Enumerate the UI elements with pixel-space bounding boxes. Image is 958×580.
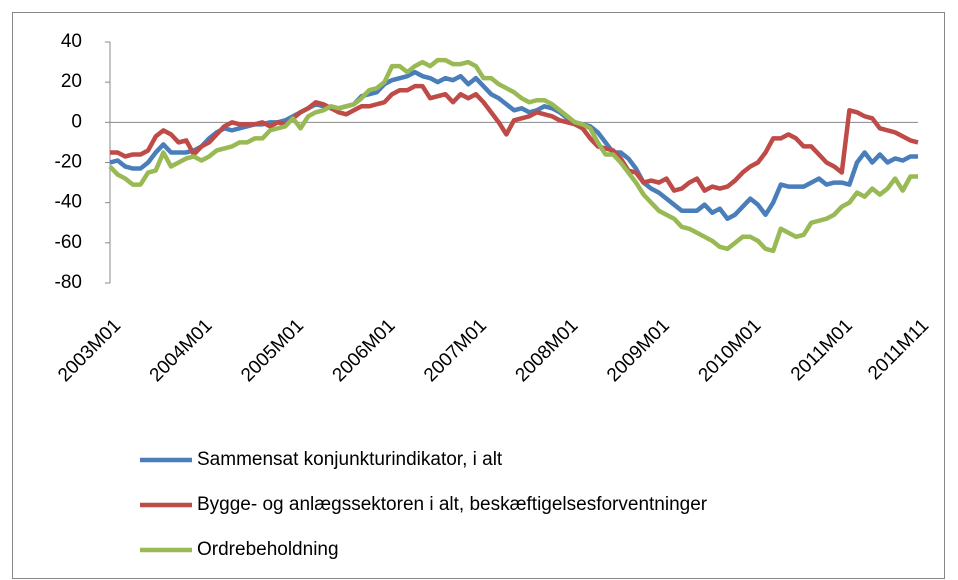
y-tick-label: -40	[55, 192, 82, 213]
series-line	[109, 69, 918, 221]
chart-frame	[12, 12, 945, 579]
y-tick-label: -60	[55, 232, 82, 253]
legend-label: Bygge- og anlægssektoren i alt, beskæfti…	[197, 494, 708, 515]
legend-label: Sammensat konjunkturindikator, i alt	[197, 449, 503, 470]
series-line	[108, 57, 918, 254]
y-tick-label: 20	[61, 71, 82, 92]
y-tick-label: 40	[61, 31, 82, 52]
series-line	[110, 83, 919, 193]
y-tick-label: 0	[71, 111, 82, 132]
y-tick-label: -80	[55, 272, 82, 293]
legend-label: Ordrebeholdning	[197, 539, 339, 560]
y-tick-label: -20	[55, 152, 82, 173]
